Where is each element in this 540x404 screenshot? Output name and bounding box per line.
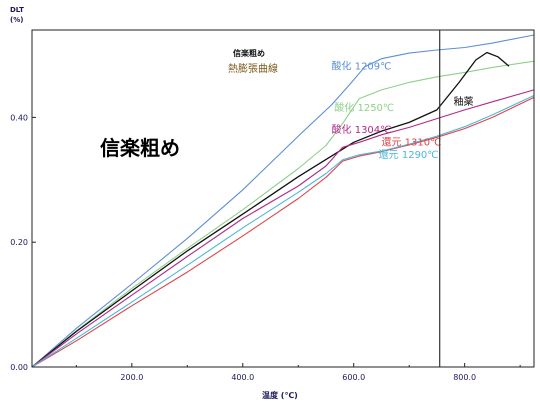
y-axis-title: DLT <box>10 6 24 14</box>
y-tick-label: 0.00 <box>10 363 28 372</box>
chart-title: 信楽粗め <box>233 48 265 58</box>
series-label-5: 還元 1290℃ <box>379 149 439 161</box>
series-label-2: 釉薬 <box>454 95 474 108</box>
big-sample-label: 信楽粗め <box>100 136 180 160</box>
series-line-2 <box>31 51 510 368</box>
x-tick-label: 600.0 <box>342 373 365 382</box>
y-tick-label: 0.20 <box>10 238 28 247</box>
series-label-3: 酸化 1304℃ <box>332 123 392 136</box>
series-line-4 <box>31 96 535 368</box>
chart-axes: 200.0 400.0 600.0 800.0 0.00 0.20 0.40 <box>10 29 535 382</box>
series-label-4: 還元 1310℃ <box>381 136 441 148</box>
series-line-1 <box>31 60 535 368</box>
x-axis-label: 温度 (℃) <box>262 390 298 400</box>
series-label-0: 酸化 1209℃ <box>332 59 392 72</box>
series-line-0 <box>31 34 535 368</box>
x-tick-label: 400.0 <box>231 373 254 382</box>
series-line-3 <box>31 89 535 368</box>
series-group <box>31 34 535 368</box>
x-tick-label: 800.0 <box>453 373 476 382</box>
series-label-1: 酸化 1250℃ <box>334 101 394 114</box>
series-line-5 <box>31 95 535 368</box>
x-tick-label: 200.0 <box>120 373 143 382</box>
y-tick-label: 0.40 <box>10 113 28 122</box>
y-axis-unit: (%) <box>10 16 23 24</box>
chart-subtitle: 熱膨張曲線 <box>228 62 278 75</box>
plot-frame <box>31 29 535 368</box>
